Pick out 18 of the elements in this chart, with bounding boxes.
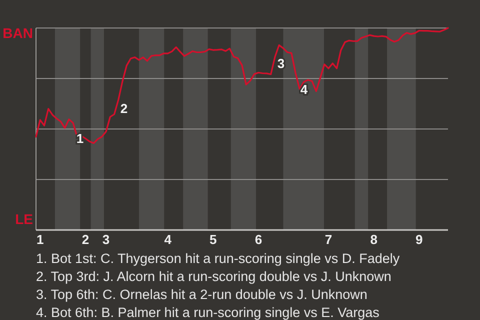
text: LE: [15, 211, 33, 227]
x-tick-label: 8: [370, 232, 378, 247]
text: 1. Bot 1st: C. Thygerson hit a run-scoring single vs D. Fadely: [36, 251, 400, 266]
x-tick-label: 3: [102, 232, 110, 247]
x-tick-label: 6: [254, 232, 262, 247]
text: 4. Bot 6th: B. Palmer hit a run-scoring single vs E. Vargas: [36, 305, 380, 320]
x-tick-label: 9: [416, 232, 423, 247]
x-tick-label: 4: [164, 232, 172, 247]
annotation: 3: [277, 56, 285, 71]
x-tick-label: 7: [324, 232, 332, 247]
annotation: 2: [120, 101, 128, 116]
x-tick-label: 5: [210, 232, 217, 247]
x-tick-label: 2: [82, 232, 90, 247]
text: 2. Top 3rd: J. Alcorn hit a run-scoring double vs J. Unknown: [36, 269, 392, 284]
x-tick-label: 1: [36, 232, 44, 247]
text: BAN: [2, 25, 33, 41]
text: 3. Top 6th: C. Ornelas hit a 2-run double vs J. Unknown: [36, 287, 368, 302]
annotation: 4: [300, 82, 308, 97]
